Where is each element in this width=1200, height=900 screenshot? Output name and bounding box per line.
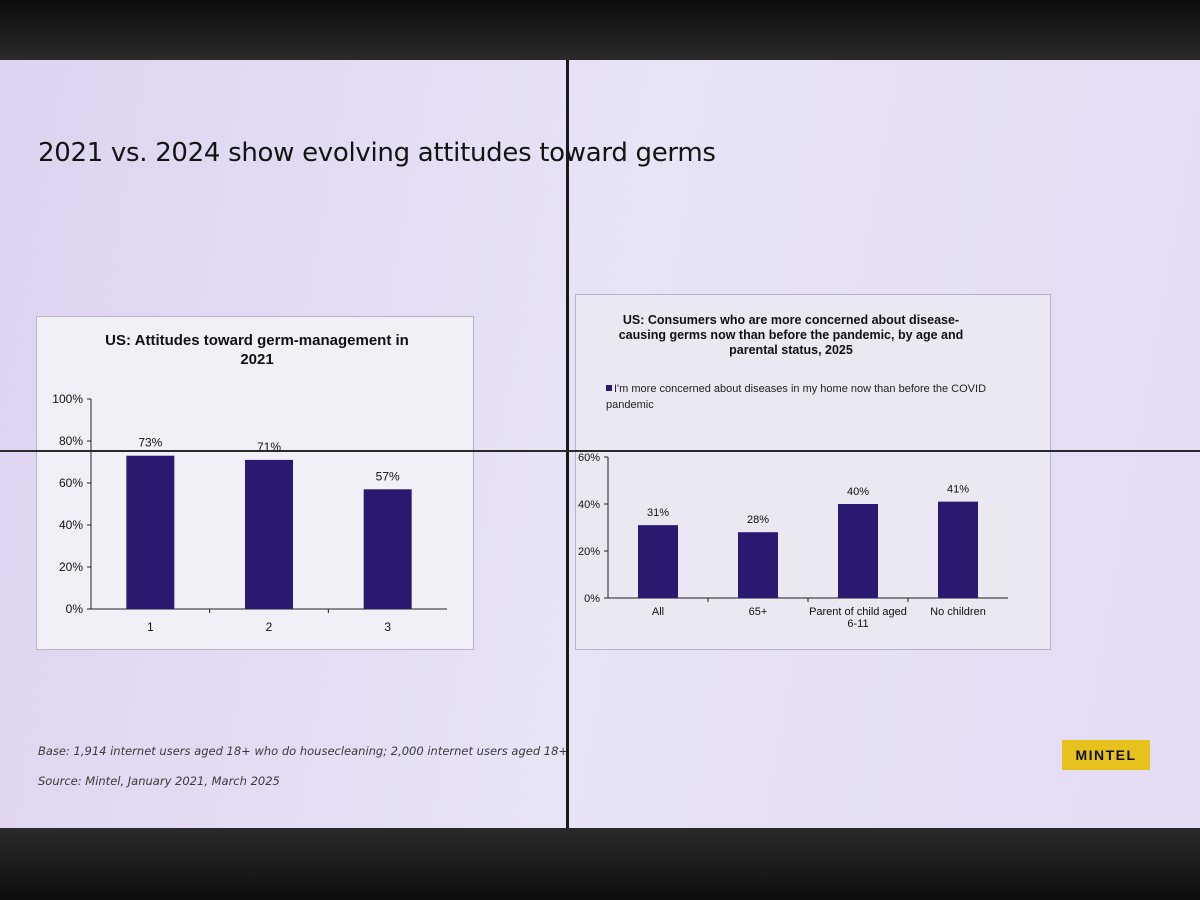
y-tick-label: 40% xyxy=(578,499,600,511)
right-bar-chart: 0% 20% 40% 60% 31% All 28% 65+ 40% Parent of chil… xyxy=(578,452,1008,630)
right-chart-title: US: Consumers who are more concerned abo… xyxy=(618,313,964,357)
x-tick-label: 2 xyxy=(266,620,273,634)
bar xyxy=(126,455,175,609)
data-label: 41% xyxy=(947,484,969,496)
bar xyxy=(245,459,293,609)
slide-title: 2021 vs. 2024 show evolving attitudes to… xyxy=(38,138,716,168)
bar xyxy=(363,489,412,609)
y-tick-label: 0% xyxy=(584,593,600,605)
y-tick-label: 20% xyxy=(59,560,83,574)
bar xyxy=(838,504,878,598)
y-tick-label: 60% xyxy=(59,476,83,490)
y-tick-label: 20% xyxy=(578,546,600,558)
data-label: 40% xyxy=(847,486,869,498)
left-chart-panel: US: Attitudes toward germ-management in … xyxy=(36,316,474,650)
x-tick-label: 3 xyxy=(384,620,391,634)
x-tick-label: No children xyxy=(930,606,986,618)
y-tick-label: 0% xyxy=(66,602,84,616)
left-bar-chart: 0%20%40%60%80%100%73%171%257%3 xyxy=(52,392,447,634)
y-tick-label: 80% xyxy=(59,434,83,448)
source-footnote: Source: Mintel, January 2021, March 2025 xyxy=(38,774,280,788)
right-chart-legend: I'm more concerned about diseases in my … xyxy=(606,381,1026,413)
data-label: 57% xyxy=(376,469,400,483)
y-tick-label: 100% xyxy=(52,392,83,406)
y-tick-label: 60% xyxy=(578,452,600,464)
mintel-logo: MINTEL xyxy=(1062,740,1150,770)
display-seam-vertical xyxy=(566,60,569,828)
data-label: 31% xyxy=(647,507,669,519)
x-tick-label: All xyxy=(652,606,664,618)
right-chart-panel: US: Consumers who are more concerned abo… xyxy=(575,294,1051,650)
bar xyxy=(738,532,778,598)
x-tick-label: 65+ xyxy=(749,606,768,618)
screen-bezel-top xyxy=(0,0,1200,60)
legend-label: I'm more concerned about diseases in my … xyxy=(606,383,987,411)
data-label: 73% xyxy=(138,436,162,450)
data-label: 28% xyxy=(747,514,769,526)
display-seam-horizontal xyxy=(0,450,1200,452)
x-tick-label: Parent of child aged 6-11 xyxy=(809,606,907,630)
bar xyxy=(638,525,678,598)
legend-swatch xyxy=(606,385,612,391)
y-tick-label: 40% xyxy=(59,518,83,532)
left-chart-title: US: Attitudes toward germ-management in … xyxy=(105,332,409,368)
base-footnote: Base: 1,914 internet users aged 18+ who … xyxy=(38,744,569,758)
bar xyxy=(938,501,978,598)
x-tick-label: 1 xyxy=(147,620,154,634)
screen-bezel-bottom xyxy=(0,828,1200,900)
